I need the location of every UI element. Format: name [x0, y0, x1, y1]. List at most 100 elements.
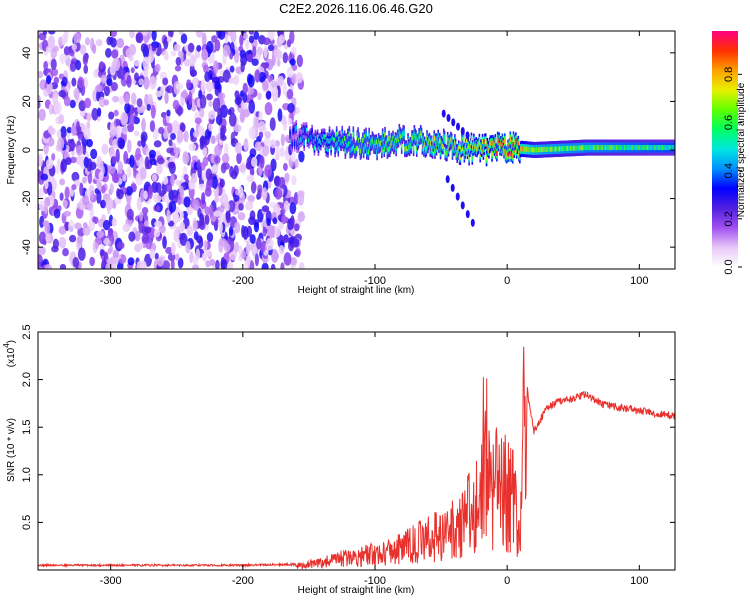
- heatmap-noise-cell: [158, 126, 165, 135]
- heatmap-noise-cell: [201, 192, 206, 205]
- heatmap-noise-cell: [258, 110, 264, 121]
- heatmap-noise-cell: [162, 176, 169, 185]
- heatmap-branch-cell: [470, 218, 475, 227]
- heatmap-noise-cell: [201, 252, 208, 262]
- heatmap-noise-cell: [192, 263, 200, 269]
- heatmap-noise-cell: [258, 71, 266, 82]
- y-tick-label: 2.0: [21, 372, 33, 387]
- heatmap-noise-cell: [165, 246, 173, 255]
- heatmap-noise-cell: [69, 142, 77, 149]
- heatmap-noise-cell: [205, 250, 212, 258]
- heatmap-noise-cell: [280, 133, 285, 147]
- heatmap-signal-core: [343, 135, 346, 141]
- heatmap-noise-cell: [287, 118, 293, 126]
- chart-title: C2E2.2026.116.06.46.G20: [279, 1, 433, 16]
- heatmap-noise-cell: [162, 77, 169, 86]
- heatmap-noise-cell: [45, 158, 54, 170]
- heatmap-noise-cell: [79, 182, 84, 196]
- y-tick-label: 1.0: [21, 467, 33, 482]
- heatmap-noise-cell: [179, 221, 186, 233]
- y-tick-label: 0.5: [21, 515, 33, 530]
- heatmap-noise-cell: [68, 219, 75, 233]
- heatmap-noise-cell: [240, 60, 245, 73]
- snr-scale-label: (x104): [2, 340, 17, 367]
- colorbar-tick-label: 0.8: [723, 67, 735, 82]
- snr-y-ticks: 0.5 1.0 1.5 2.0 2.5: [21, 324, 675, 530]
- heatmap-noise-cell: [156, 163, 163, 175]
- heatmap-noise-cell: [153, 140, 162, 148]
- snr-scale-text: (x10: [6, 347, 17, 367]
- heatmap-noise-cell: [227, 261, 234, 269]
- heatmap-noise-cell: [58, 114, 65, 125]
- heatmap-noise-cell: [155, 205, 161, 212]
- heatmap-noise-cell: [58, 36, 63, 48]
- x-tick-label: -100: [364, 275, 386, 287]
- heatmap-noise-cell: [122, 223, 131, 232]
- heatmap-noise-cell: [85, 37, 90, 46]
- heatmap-noise-cell: [229, 165, 234, 178]
- heatmap-noise-cell: [269, 80, 278, 93]
- heatmap-signal-core: [327, 147, 329, 153]
- heatmap-noise-cell: [99, 248, 105, 257]
- heatmap-noise-cell: [140, 43, 148, 53]
- heatmap-noise-cell: [38, 254, 43, 263]
- heatmap-signal-core: [349, 148, 351, 154]
- heatmap-noise-cell: [174, 253, 180, 261]
- y-tick-label: -40: [21, 239, 33, 255]
- heatmap-noise-cell: [257, 121, 266, 132]
- heatmap-noise-cell: [189, 251, 194, 264]
- heatmap-noise-cell: [182, 152, 190, 165]
- heatmap-noise-cell: [277, 75, 285, 86]
- heatmap-signal-core: [383, 146, 386, 152]
- heatmap-y-label: Frequency (Hz): [6, 116, 17, 185]
- heatmap-noise-cell: [254, 116, 259, 129]
- heatmap-noise-cell: [267, 44, 275, 52]
- heatmap-noise-cell: [156, 157, 165, 165]
- x-tick-label: -300: [100, 575, 122, 587]
- heatmap-noise-cell: [233, 75, 240, 86]
- heatmap-noise-cell: [261, 205, 270, 212]
- heatmap-noise-cell: [106, 201, 111, 215]
- heatmap-noise-cell: [173, 228, 180, 243]
- heatmap-noise-cell: [166, 147, 174, 154]
- snr-scale-exponent: 4: [2, 343, 11, 348]
- heatmap-noise-cell: [230, 41, 235, 53]
- heatmap-noise-cell: [168, 139, 173, 147]
- heatmap-noise-cell: [58, 226, 67, 235]
- heatmap-noise-cell: [147, 93, 153, 105]
- heatmap-noise-cell: [175, 82, 183, 90]
- heatmap-noise-cell: [50, 68, 59, 77]
- heatmap-noise-cell: [224, 201, 230, 212]
- heatmap-noise-cell: [243, 140, 248, 151]
- heatmap-noise-cell: [233, 124, 242, 133]
- heatmap-noise-cell: [148, 149, 156, 159]
- heatmap-noise-cell: [143, 226, 152, 234]
- heatmap-signal-core: [387, 146, 390, 152]
- heatmap-noise-cell: [166, 209, 171, 224]
- heatmap-signal-core: [362, 138, 364, 144]
- x-tick-label: 100: [630, 575, 648, 587]
- heatmap-noise-cell: [99, 61, 104, 70]
- heatmap-noise-cell: [95, 84, 103, 92]
- heatmap-noise-cell: [247, 195, 255, 202]
- colorbar: 0.0 0.2 0.4 0.6 0.8 Normalized spectral ampl…: [712, 31, 747, 275]
- heatmap-noise-cell: [111, 217, 117, 227]
- heatmap-noise-cell: [282, 81, 287, 96]
- heatmap-noise-cell: [38, 246, 46, 256]
- heatmap-noise-cell: [212, 97, 221, 112]
- heatmap-noise-cell: [38, 231, 47, 245]
- heatmap-noise-cell: [134, 230, 141, 242]
- heatmap-noise-cell: [150, 104, 156, 119]
- heatmap-noise-cell: [281, 214, 287, 225]
- heatmap-noise-cell: [176, 106, 184, 116]
- heatmap-noise-cell: [38, 153, 43, 167]
- heatmap-noise-cell: [290, 151, 296, 162]
- heatmap-noise-cell: [245, 255, 251, 265]
- heatmap-noise-cell: [247, 86, 254, 96]
- heatmap-noise-cell: [153, 193, 162, 203]
- heatmap-noise-cell: [149, 248, 156, 260]
- heatmap-noise-cell: [252, 45, 257, 58]
- heatmap-noise-cell: [210, 135, 216, 144]
- heatmap-noise-cell: [180, 91, 189, 99]
- heatmap-noise-cell: [269, 117, 276, 131]
